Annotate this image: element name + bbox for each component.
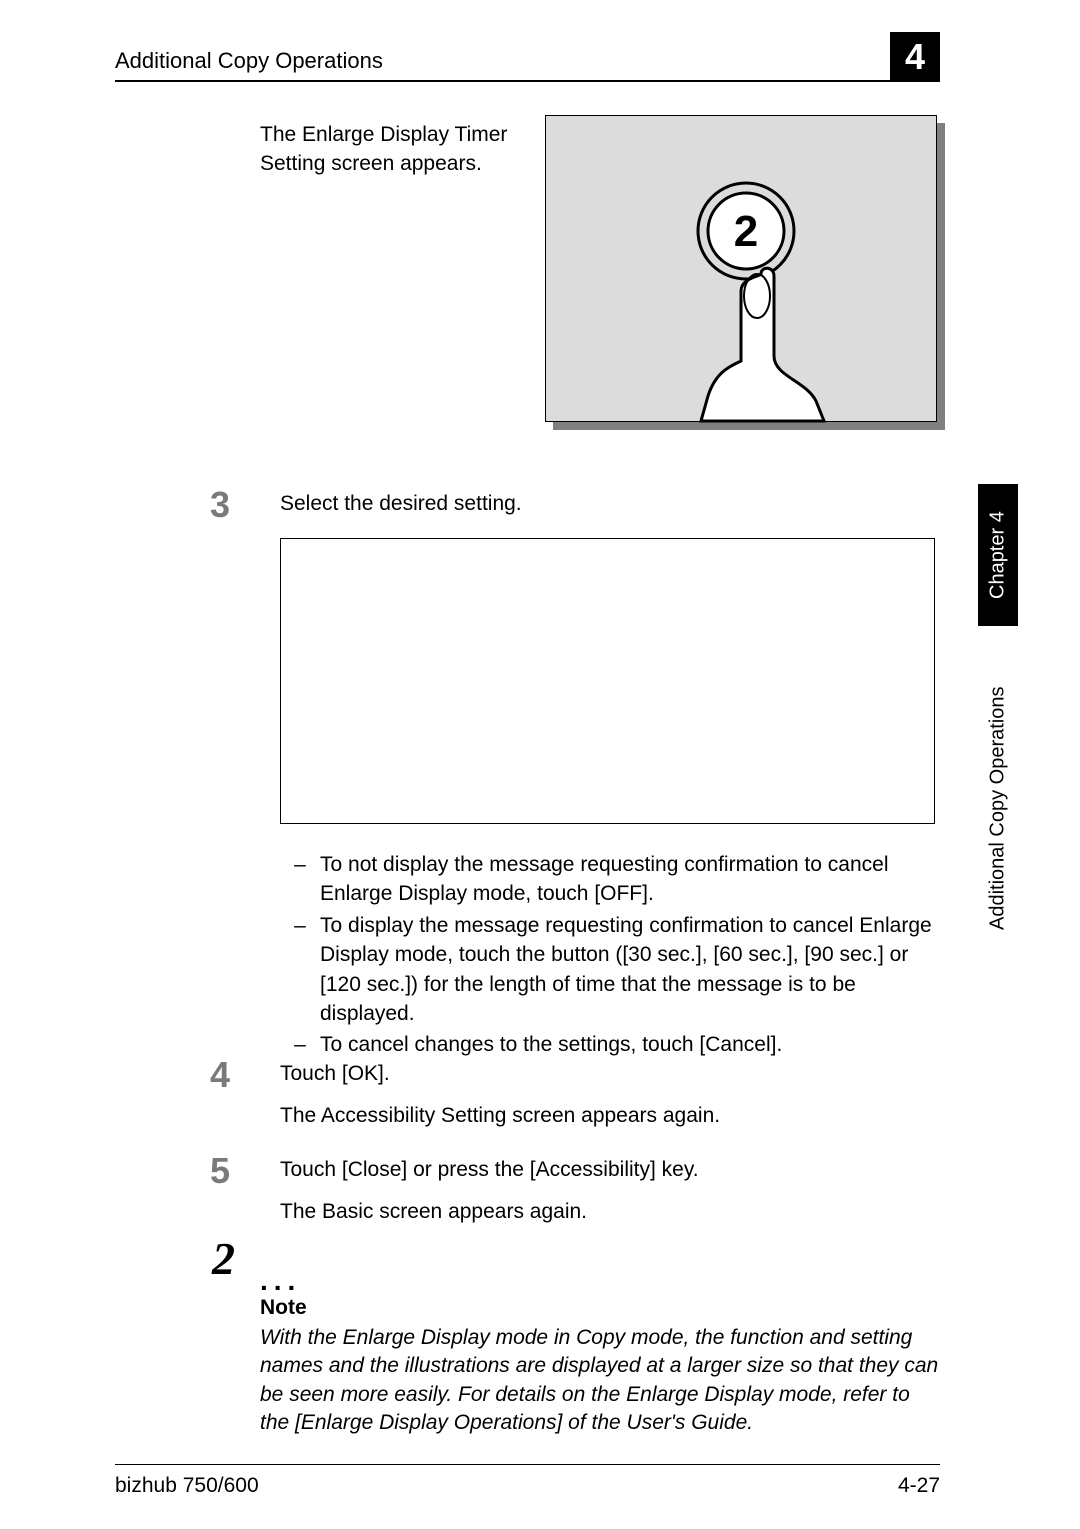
footer-right: 4-27 — [898, 1474, 940, 1498]
note-body: With the Enlarge Display mode in Copy mo… — [260, 1324, 940, 1437]
step3-text: Select the desired setting. — [280, 492, 522, 516]
note-label: Note — [260, 1296, 307, 1320]
header-title: Additional Copy Operations — [115, 48, 383, 74]
step2-text: The Enlarge Display Timer Setting screen… — [260, 120, 510, 179]
side-tab-section: Additional Copy Operations — [978, 632, 1018, 984]
settings-screen-placeholder — [280, 538, 935, 824]
note-dots: ... — [260, 1265, 301, 1297]
touch-illustration: 2 — [546, 116, 938, 423]
bullet-text: To cancel changes to the settings, touch… — [320, 1030, 940, 1059]
footer-rule — [115, 1464, 940, 1465]
step4-text: Touch [OK]. — [280, 1062, 390, 1086]
footer-left: bizhub 750/600 — [115, 1474, 259, 1498]
bullet-dash: – — [280, 850, 320, 909]
note-icon: 2 — [212, 1232, 235, 1285]
figure-panel: 2 — [545, 115, 937, 422]
bullet-text: To display the message requesting confir… — [320, 911, 940, 1029]
chapter-number-box: 4 — [890, 32, 940, 82]
bullet-dash: – — [280, 1030, 320, 1059]
step4-number: 4 — [210, 1054, 230, 1096]
figure-touch-panel: 2 — [545, 115, 945, 430]
header-rule — [115, 80, 940, 82]
step3-number: 3 — [210, 484, 230, 526]
side-tab-chapter: Chapter 4 — [978, 484, 1018, 626]
bullet-dash: – — [280, 911, 320, 1029]
step5-text: Touch [Close] or press the [Accessibilit… — [280, 1158, 699, 1182]
bullet-text: To not display the message requesting co… — [320, 850, 940, 909]
step3-bullets: –To not display the message requesting c… — [280, 850, 940, 1062]
side-tab: Chapter 4 Additional Copy Operations — [978, 484, 1018, 984]
step5-number: 5 — [210, 1150, 230, 1192]
step4-subtext: The Accessibility Setting screen appears… — [280, 1104, 720, 1128]
step5-subtext: The Basic screen appears again. — [280, 1200, 587, 1224]
button-number: 2 — [734, 207, 758, 256]
